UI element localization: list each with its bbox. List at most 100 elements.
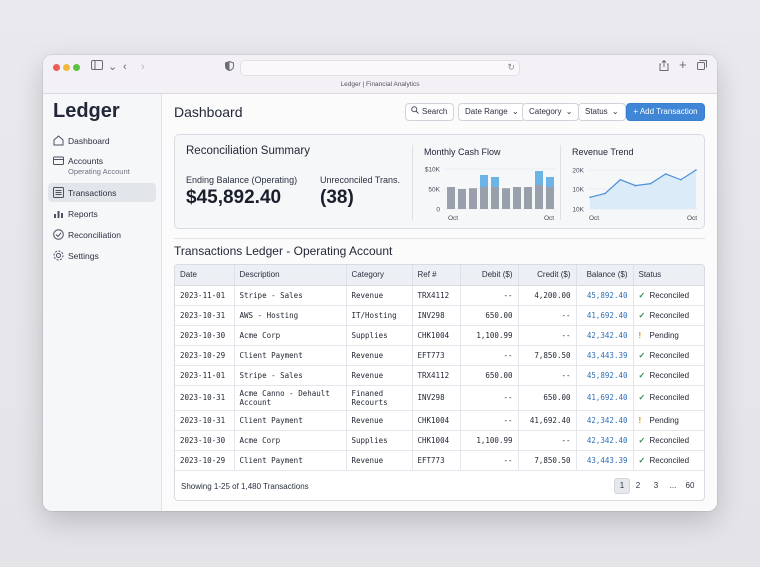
page-button-2[interactable]: 2: [635, 481, 641, 490]
cell-balance: 42,342.40: [576, 410, 634, 431]
sidebar-item-transactions[interactable]: Transactions: [48, 183, 156, 202]
y-tick-label: 0: [436, 207, 440, 214]
ledger-table-card: Date Description Category Ref # Debit ($…: [174, 264, 705, 501]
sidebar-item-settings[interactable]: Settings: [48, 246, 156, 265]
column-header-date[interactable]: Date: [175, 265, 235, 286]
table-row[interactable]: 2023-10-30 Acme Corp Supplies CHK1004 1,100.…: [175, 325, 704, 346]
cashflow-bar: [480, 187, 488, 209]
column-header-balance[interactable]: Balance ($): [576, 265, 634, 286]
cell-debit: --: [460, 385, 519, 411]
cell-status: ✓ Reconciled: [633, 305, 704, 326]
cell-ref: CHK1004: [412, 325, 461, 346]
gear-icon: [53, 250, 64, 261]
sidebar-item-reports[interactable]: Reports: [48, 204, 156, 223]
check-icon: ✓: [638, 350, 646, 360]
y-tick-label: $10K: [425, 167, 441, 174]
check-icon: ✓: [638, 393, 646, 402]
share-icon[interactable]: [659, 59, 669, 75]
table-row[interactable]: 2023-11-01 Stripe - Sales Revenue TRX4112 --…: [175, 285, 704, 306]
new-tab-icon[interactable]: +: [679, 57, 687, 72]
cashflow-bar-segment: [480, 175, 488, 187]
cell-debit: --: [460, 285, 519, 306]
cell-date: 2023-11-01: [175, 365, 235, 386]
table-row[interactable]: 2023-10-29 Client Payment Revenue EFT773 -- 7…: [175, 345, 704, 366]
column-header-status[interactable]: Status: [633, 265, 704, 286]
cashflow-bar: [535, 185, 543, 209]
pagination-ellipsis: ...: [669, 481, 677, 490]
column-header-debit[interactable]: Debit ($): [460, 265, 519, 286]
cell-description: Acme Corp: [234, 430, 347, 451]
trend-point: [680, 178, 682, 181]
table-row[interactable]: 2023-10-31 Client Payment Revenue CHK1004 --…: [175, 410, 704, 431]
table-row[interactable]: 2023-11-01 Stripe - Sales Revenue TRX4112 65…: [175, 365, 704, 386]
x-tick-label: Oct: [544, 215, 554, 222]
date-range-dropdown[interactable]: Date Range ⌄: [458, 103, 526, 121]
cell-debit: --: [460, 345, 519, 366]
column-header-description[interactable]: Description: [234, 265, 347, 286]
status-dropdown[interactable]: Status ⌄: [578, 103, 626, 121]
cashflow-chart: $10K 50K 0 Oct Oct: [425, 167, 556, 222]
reload-icon[interactable]: ↻: [507, 62, 515, 72]
cell-description: Stripe - Sales: [234, 365, 347, 386]
search-button[interactable]: Search: [405, 103, 455, 121]
check-circle-icon: [53, 229, 64, 240]
summary-title: Reconciliation Summary: [186, 145, 310, 157]
maximize-window-button[interactable]: [73, 64, 80, 71]
cell-credit: --: [518, 430, 577, 451]
table-row[interactable]: 2023-10-29 Client Payment Revenue EFT773 -- 7…: [175, 450, 704, 471]
cell-ref: EFT773: [412, 450, 461, 471]
cashflow-bar: [524, 187, 532, 209]
search-label: Search: [422, 107, 448, 116]
chevron-down-icon[interactable]: ⌄: [108, 61, 118, 73]
status-label: Pending: [649, 330, 679, 340]
page-button-3[interactable]: 3: [653, 481, 659, 490]
cell-balance: 43,443.39: [576, 345, 634, 366]
table-header-row: Date Description Category Ref # Debit ($…: [175, 265, 704, 286]
close-window-button[interactable]: [53, 64, 60, 71]
category-dropdown[interactable]: Category ⌄: [522, 103, 580, 121]
cell-category: Finaned Recourts: [346, 385, 413, 411]
table-row[interactable]: 2023-10-30 Acme Corp Supplies CHK1004 1,100.…: [175, 430, 704, 451]
status-label: Reconciled: [649, 290, 690, 300]
column-header-credit[interactable]: Credit ($): [518, 265, 577, 286]
address-bar[interactable]: ↻: [240, 60, 520, 76]
privacy-shield-icon: [225, 60, 234, 75]
cell-balance: 42,342.40: [576, 325, 634, 346]
column-header-ref[interactable]: Ref #: [412, 265, 461, 286]
check-icon: ✓: [638, 290, 646, 300]
wallet-icon: [53, 155, 64, 166]
cell-ref: CHK1004: [412, 430, 461, 451]
cell-date: 2023-11-01: [175, 285, 235, 306]
cell-status: ✓ Reconciled: [633, 365, 704, 386]
add-transaction-button[interactable]: + Add Transaction: [626, 103, 705, 121]
cell-date: 2023-10-31: [175, 385, 235, 411]
trend-line: [589, 169, 697, 198]
table-row[interactable]: 2023-10-31 AWS - Hosting IT/Hosting INV298 6…: [175, 305, 704, 326]
sidebar-item-dashboard[interactable]: Dashboard: [48, 131, 156, 150]
page-button-60[interactable]: 60: [685, 481, 695, 490]
sidebar-item-reconciliation[interactable]: Reconciliation: [48, 225, 156, 244]
cell-date: 2023-10-30: [175, 325, 235, 346]
sidebar-toggle-icon[interactable]: [91, 60, 103, 74]
cell-category: Revenue: [346, 450, 413, 471]
status-label: Pending: [649, 415, 679, 425]
tab-overview-icon[interactable]: [697, 60, 707, 74]
table-row[interactable]: 2023-10-31 Acme Canno - Dehault Account Fi…: [175, 385, 704, 411]
category-label: Category: [529, 107, 562, 116]
forward-icon[interactable]: ›: [141, 61, 145, 73]
unreconciled-label: Unreconciled Trans.: [320, 175, 401, 185]
status-label: Reconciled: [649, 350, 690, 360]
cashflow-bar: [447, 187, 455, 209]
cell-ref: CHK1004: [412, 410, 461, 431]
cell-balance: 45,892.40: [576, 365, 634, 386]
cell-debit: 1,100.99: [460, 430, 519, 451]
sidebar-item-label: Reconciliation: [68, 230, 121, 240]
section-divider: [174, 238, 705, 239]
page-button-1[interactable]: 1: [614, 478, 630, 494]
minimize-window-button[interactable]: [63, 64, 70, 71]
cell-category: IT/Hosting: [346, 305, 413, 326]
reconciliation-summary-card: Reconciliation Summary Ending Balance (O…: [174, 134, 705, 229]
back-icon[interactable]: ‹: [123, 61, 127, 73]
column-header-category[interactable]: Category: [346, 265, 413, 286]
sidebar-item-accounts[interactable]: Accounts Operating Account: [48, 151, 156, 177]
